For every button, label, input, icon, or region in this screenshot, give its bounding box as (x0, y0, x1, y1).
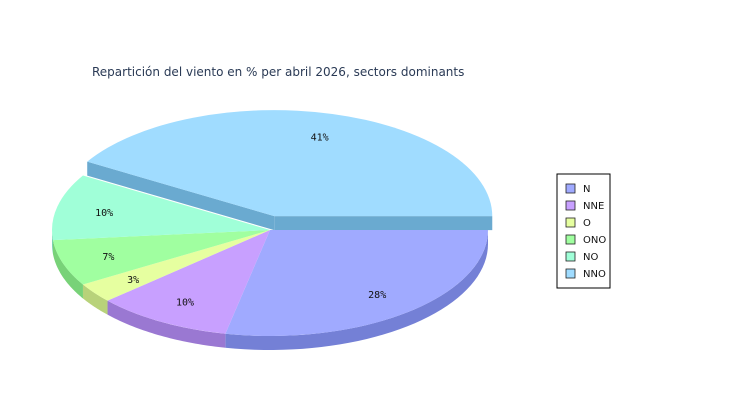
pie-side-o (82, 284, 108, 315)
pie-slice-n (225, 230, 488, 336)
pie-slice-no (52, 175, 270, 241)
slice-label-no: 10% (95, 208, 113, 219)
slice-label-o: 3% (127, 275, 139, 286)
pie-side-no (52, 230, 53, 255)
pie-slice-labels: 28% 10% 3% 7% 10% 41% (95, 132, 386, 308)
legend-swatch-no (565, 251, 576, 262)
legend-swatch-nno (565, 268, 576, 279)
pie-slice-ono (52, 230, 270, 285)
legend-label-nno: NNO (583, 269, 606, 280)
pie-side-n (225, 230, 488, 350)
pie-side-nne (107, 300, 226, 348)
slice-label-nno: 41% (311, 132, 329, 143)
pie-side-ono (52, 240, 83, 299)
pie-slices (52, 110, 493, 350)
chart-title: Repartición del viento en % per abril 20… (92, 65, 464, 79)
legend-swatch-n (565, 183, 576, 194)
legend-label-no: NO (583, 252, 598, 263)
pie-slice-nno (87, 110, 493, 217)
pie-slice-o (82, 230, 271, 301)
legend-label-nne: NNE (583, 201, 604, 212)
pie-side-face-end-nno (274, 216, 493, 231)
legend: N NNE O ONO NO NNO (556, 173, 611, 289)
legend-swatch-o (565, 217, 576, 228)
slice-label-n: 28% (368, 290, 386, 301)
legend-label-ono: ONO (583, 235, 606, 246)
pie-slice-nne (107, 230, 270, 334)
legend-swatch-ono (565, 234, 576, 245)
legend-swatch-nne (565, 200, 576, 211)
slice-label-nne: 10% (176, 298, 194, 309)
legend-label-o: O (583, 218, 591, 229)
pie-side-face-nno (87, 161, 275, 231)
slice-label-ono: 7% (102, 252, 114, 263)
legend-label-n: N (583, 184, 590, 195)
